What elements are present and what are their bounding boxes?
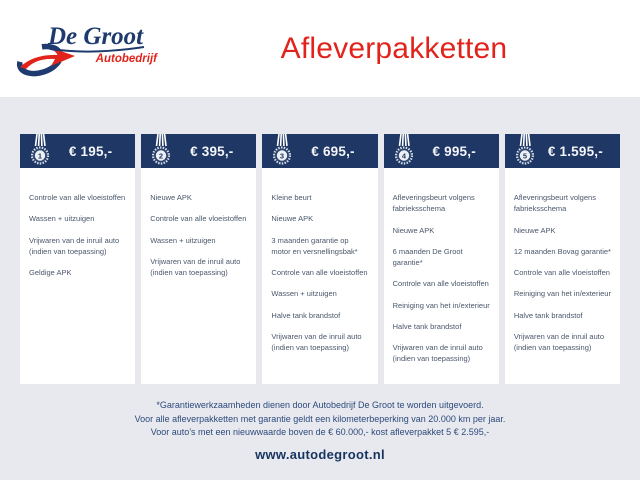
package-item: Geldige APK — [29, 268, 72, 277]
package-item: Controle van alle vloeistoffen — [513, 268, 610, 277]
package-price: € 395,- — [190, 143, 234, 159]
package-item: Nieuwe APK — [392, 225, 435, 235]
package-items: Nieuwe APK Controle van alle vloeistoffen… — [141, 168, 257, 384]
package-item: Vrijwaren van de inruil auto (indien van… — [29, 235, 120, 256]
package-items: Controle van alle vloeistoffen Wassen + u… — [20, 168, 136, 384]
footer-notes: *Garantiewerkzaamheden dienen door Autob… — [0, 399, 640, 440]
package-item: 3 maanden garantie op motor en versnelli… — [271, 235, 358, 256]
footer-note-2: Voor alle afleverpakketten met garantie … — [134, 413, 506, 424]
package-header-2: 2 € 395,- — [141, 134, 257, 168]
package-item: Vrijwaren van de inruil auto (indien van… — [271, 331, 362, 352]
package-item: Vrijwaren van de inruil auto (indien van… — [150, 256, 241, 277]
package-card-2: 2 € 395,- Nieuwe APK Controle van alle vl… — [141, 134, 257, 384]
medal-5-icon: 5 — [515, 134, 534, 165]
package-price: € 1.595,- — [547, 143, 603, 159]
medal-2-icon: 2 — [152, 134, 171, 165]
package-item: Reiniging van het in/exterieur — [513, 289, 611, 299]
svg-text:3: 3 — [280, 151, 284, 160]
package-item: 6 maanden De Groot garantie* — [392, 246, 463, 267]
package-header-5: 5 € 1.595,- — [504, 134, 621, 168]
package-price: € 695,- — [311, 143, 355, 159]
package-item: Reiniging van het in/exterieur — [392, 300, 490, 310]
medal-3-icon: 3 — [273, 134, 292, 165]
footer-note-1: *Garantiewerkzaamheden dienen door Autob… — [156, 400, 484, 410]
package-item: Nieuwe APK — [513, 225, 556, 235]
package-item: Kleine beurt — [271, 193, 312, 202]
de-groot-logo-icon: De Groot Autobedrijf — [16, 23, 158, 76]
package-card-4: 4 € 995,- Afleveringsbeurt volgens fabri… — [383, 134, 499, 384]
package-item: Afleveringsbeurt volgens fabrieksschema — [392, 193, 475, 214]
brand-subtitle: Autobedrijf — [95, 53, 158, 65]
package-items: Kleine beurt Nieuwe APK 3 maanden garantie… — [262, 168, 378, 384]
package-item: Controle van alle vloeistoffen — [150, 214, 247, 224]
footer-note-3: Voor auto's met een nieuwwaarde boven de… — [150, 427, 490, 437]
package-item: Wassen + uitzuigen — [150, 235, 216, 245]
package-price: € 995,- — [432, 143, 476, 159]
package-items: Afleveringsbeurt volgens fabrieksschema N… — [504, 168, 621, 384]
package-item: Vrijwaren van de inruil auto (indien van… — [392, 343, 483, 364]
package-header-3: 3 € 695,- — [262, 134, 378, 168]
website-link[interactable]: www.autodegroot.nl — [255, 446, 385, 462]
package-header-4: 4 € 995,- — [383, 134, 499, 168]
svg-text:2: 2 — [159, 151, 163, 160]
package-item: Wassen + uitzuigen — [29, 214, 95, 224]
page-title-wrap: Afleverpakketten — [190, 32, 640, 66]
header-band: De Groot Autobedrijf Afleverpakketten — [0, 0, 640, 97]
package-card-1: 1 € 195,- Controle van alle vloeistoffen… — [20, 134, 136, 384]
svg-text:5: 5 — [523, 151, 527, 160]
package-price: € 195,- — [68, 143, 113, 159]
brand-name: De Groot — [47, 23, 144, 50]
package-item: Controle van alle vloeistoffen — [29, 193, 126, 202]
package-item: Halve tank brandstof — [392, 321, 462, 331]
package-header-1: 1 € 195,- — [20, 134, 136, 168]
package-item: Vrijwaren van de inruil auto (indien van… — [513, 331, 604, 352]
svg-text:4: 4 — [402, 151, 407, 160]
package-items: Afleveringsbeurt volgens fabrieksschema N… — [383, 168, 499, 384]
package-item: Controle van alle vloeistoffen — [271, 268, 368, 277]
package-item: Controle van alle vloeistoffen — [392, 279, 489, 289]
package-item: 12 maanden Bovag garantie* — [513, 246, 611, 256]
package-item: Afleveringsbeurt volgens fabrieksschema — [513, 193, 596, 214]
medal-1-icon: 1 — [30, 134, 50, 165]
page-title: Afleverpakketten — [280, 31, 508, 65]
packages-row: 1 € 195,- Controle van alle vloeistoffen… — [20, 134, 621, 384]
package-card-3: 3 € 695,- Kleine beurt Nieuwe APK 3 maande… — [262, 134, 378, 384]
package-card-5: 5 € 1.595,- Afleveringsbeurt volgens fab… — [504, 134, 621, 384]
package-item: Nieuwe APK — [271, 214, 314, 224]
svg-text:1: 1 — [38, 151, 42, 160]
brand-logo: De Groot Autobedrijf — [0, 16, 190, 82]
package-item: Wassen + uitzuigen — [271, 289, 337, 299]
package-item: Halve tank brandstof — [271, 310, 341, 320]
package-item: Halve tank brandstof — [513, 310, 583, 320]
medal-4-icon: 4 — [394, 134, 413, 165]
package-item: Nieuwe APK — [150, 193, 192, 202]
